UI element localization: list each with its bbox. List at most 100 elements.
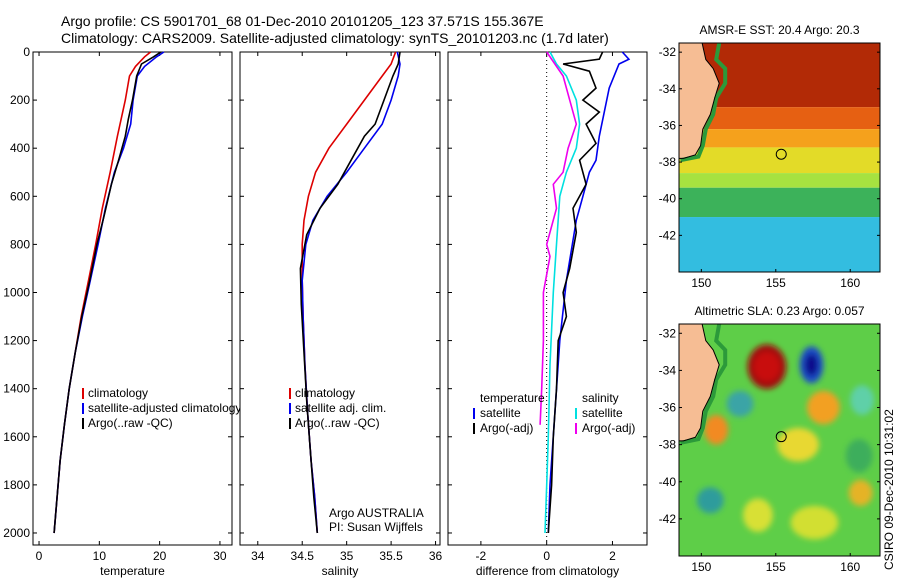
y-tick-label: 1200 — [3, 334, 30, 348]
y-tick-label: -38 — [659, 438, 677, 452]
sla-anomaly — [790, 505, 839, 540]
legend-header: salinity — [582, 391, 619, 405]
x-tick-label: 150 — [691, 276, 711, 290]
temperature-profile-panel: 0 200 400 600 800 1000 1200 1400 1600 1800 2000 0 10… — [3, 45, 241, 578]
map-frame — [678, 323, 881, 557]
series-line-salinity-argo-adj- — [539, 51, 578, 425]
y-tick-label: 1400 — [3, 382, 30, 396]
x-axis-label: salinity — [322, 564, 359, 578]
y-tick-label: -32 — [659, 45, 677, 59]
map-area — [679, 324, 880, 556]
legend-label: satellite-adjusted climatology — [88, 401, 241, 415]
legend-label: climatology — [295, 386, 355, 400]
y-tick-label: -38 — [659, 155, 677, 169]
x-tick-label: 10 — [93, 549, 107, 563]
salinity-profile-panel: 34 34.5 35 35.5 36 salinity climatologysatelli… — [239, 51, 443, 578]
sst-band — [679, 147, 880, 174]
y-tick-label: -36 — [659, 118, 677, 132]
y-tick-label: 600 — [10, 189, 30, 203]
sla-blobs — [696, 344, 875, 540]
y-tick-label: 0 — [23, 45, 30, 59]
y-tick-label: 1600 — [3, 430, 30, 444]
series-line-temperature-argo-adj- — [547, 51, 604, 534]
sla-anomaly — [753, 351, 781, 382]
map-title: AMSR-E SST: 20.4 Argo: 20.3 — [699, 23, 859, 37]
annotation-text: Argo AUSTRALIA — [329, 506, 424, 520]
sla-anomaly — [704, 414, 729, 445]
legend-label: Argo(..raw -QC) — [295, 416, 380, 430]
sla-anomaly — [848, 479, 873, 506]
x-tick-label: 155 — [766, 276, 786, 290]
land-mass — [679, 43, 720, 159]
y-tick-label: -40 — [659, 192, 677, 206]
sst-band — [679, 217, 880, 272]
coastal-band — [680, 324, 728, 445]
sst-band — [679, 173, 880, 188]
coastline — [679, 324, 720, 442]
y-tick-label: 1800 — [3, 478, 30, 492]
sla-anomaly — [777, 427, 819, 462]
y-tick-label: 1000 — [3, 285, 30, 299]
y-tick-label: 2000 — [3, 526, 30, 540]
y-tick-label: 800 — [10, 237, 30, 251]
legend-label: Argo(-adj) — [480, 421, 533, 435]
y-tick-label: -34 — [659, 363, 677, 377]
sst-band — [679, 107, 880, 130]
x-tick-label: 35.5 — [379, 549, 403, 563]
sst-band — [679, 187, 880, 218]
coastline — [679, 43, 720, 159]
y-tick-label: -40 — [659, 475, 677, 489]
map-frame — [678, 42, 881, 273]
y-tick-label: -42 — [659, 512, 677, 526]
sla-map-panel: Altimetric SLA: 0.23 Argo: 0.057 -32 -34 -3… — [659, 304, 881, 574]
legend-label: satellite — [582, 406, 623, 420]
map-area — [679, 43, 880, 272]
sla-anomaly — [804, 353, 819, 376]
x-tick-label: 36 — [429, 549, 443, 563]
legend-header: temperature — [480, 391, 545, 405]
sla-anomaly — [850, 385, 875, 415]
sst-band — [679, 129, 880, 148]
y-tick-label: 400 — [10, 141, 30, 155]
x-tick-label: 150 — [691, 560, 711, 574]
series-line-salinity-satellite — [544, 51, 581, 534]
map-title: Altimetric SLA: 0.23 Argo: 0.057 — [694, 304, 864, 318]
legend-label: climatology — [88, 386, 148, 400]
climatology-subtitle: Climatology: CARS2009. Satellite-adjuste… — [61, 30, 609, 46]
y-tick-label: -42 — [659, 228, 677, 242]
x-tick-label: 34 — [251, 549, 265, 563]
sla-anomaly — [696, 487, 724, 514]
annotation-text: PI: Susan Wijffels — [329, 520, 423, 534]
x-axis-label: difference from climatology — [476, 564, 619, 578]
legend-label: satellite adj. clim. — [295, 401, 386, 415]
x-tick-label: 160 — [840, 276, 860, 290]
y-tick-label: -34 — [659, 82, 677, 96]
x-tick-label: 0 — [543, 549, 550, 563]
x-tick-label: 20 — [153, 549, 167, 563]
x-tick-label: 0 — [36, 549, 43, 563]
float-marker — [775, 431, 787, 443]
x-tick-label: 35 — [340, 549, 354, 563]
coastal-band — [680, 43, 728, 163]
x-tick-label: 160 — [840, 560, 860, 574]
series-line-argo-raw-qc- — [53, 51, 162, 534]
x-tick-label: 34.5 — [291, 549, 315, 563]
sla-anomaly — [845, 439, 873, 473]
legend-label: satellite — [480, 406, 521, 420]
land-mass — [679, 324, 720, 441]
y-tick-label: -32 — [659, 326, 677, 340]
x-axis-label: temperature — [100, 564, 165, 578]
float-marker — [775, 148, 787, 160]
x-tick-label: -2 — [476, 549, 487, 563]
plot-frame — [32, 51, 233, 546]
plot-frame — [239, 51, 441, 546]
sst-map-panel: AMSR-E SST: 20.4 Argo: 20.3 -32 -34 -36 -38 -… — [659, 23, 881, 290]
profile-title: Argo profile: CS 5901701_68 01-Dec-2010 … — [61, 13, 544, 29]
legend-label: Argo(..raw -QC) — [88, 416, 173, 430]
series-line-argo-raw-qc- — [299, 51, 401, 534]
x-tick-label: 2 — [609, 549, 616, 563]
y-tick-label: 200 — [10, 93, 30, 107]
x-tick-label: 155 — [766, 560, 786, 574]
legend-label: Argo(-adj) — [582, 421, 635, 435]
